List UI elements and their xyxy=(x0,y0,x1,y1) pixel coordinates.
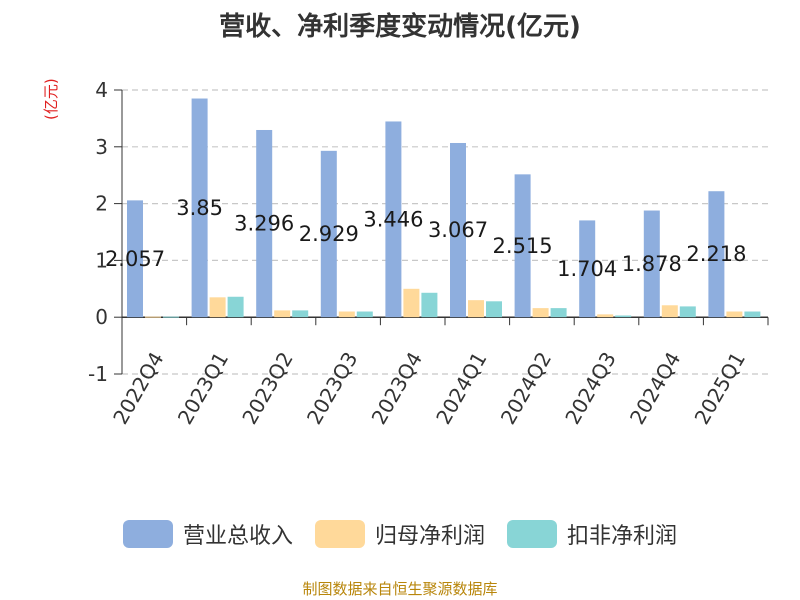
legend-item-deducted-profit[interactable]: 扣非净利润 xyxy=(507,518,677,550)
data-label: 2.515 xyxy=(493,234,553,258)
bar-net-profit xyxy=(209,297,226,318)
bar-deducted-profit xyxy=(356,311,373,318)
data-label: 1.878 xyxy=(622,252,682,276)
legend: 营业总收入 归母净利润 扣非净利润 xyxy=(0,518,800,550)
bar-deducted-profit xyxy=(486,301,502,318)
bar-net-profit xyxy=(338,311,355,318)
bar-deducted-profit xyxy=(421,292,438,318)
data-label: 2.929 xyxy=(299,222,359,246)
data-label: 3.296 xyxy=(234,212,294,236)
bar-revenue xyxy=(385,121,402,318)
bar-deducted-profit xyxy=(679,306,696,318)
data-source-note: 制图数据来自恒生聚源数据库 xyxy=(302,580,498,598)
legend-swatch-revenue xyxy=(122,520,173,548)
bar-revenue xyxy=(256,129,273,318)
bar-deducted-profit xyxy=(163,316,179,318)
data-label: 3.85 xyxy=(176,196,223,220)
x-tick-label: 2023Q1 xyxy=(173,348,233,429)
bar-net-profit xyxy=(532,308,549,318)
x-tick-label: 2025Q1 xyxy=(690,348,750,429)
legend-label-net-profit: 归母净利润 xyxy=(374,524,485,549)
legend-swatch-deducted-profit xyxy=(507,520,557,548)
y-tick-label: 1 xyxy=(95,248,108,272)
data-label: 3.446 xyxy=(363,207,423,231)
bar-net-profit xyxy=(403,288,420,318)
bar-deducted-profit xyxy=(227,296,244,318)
x-tick-label: 2022Q4 xyxy=(108,348,168,429)
y-tick-label: 0 xyxy=(95,305,108,329)
chart-title: 营收、净利季度变动情况(亿元) xyxy=(219,12,581,42)
data-label: 2.218 xyxy=(686,242,746,266)
data-label: 3.067 xyxy=(428,218,488,242)
bar-revenue xyxy=(450,142,466,318)
bar-deducted-profit xyxy=(292,310,309,318)
bar-deducted-profit xyxy=(615,315,632,318)
bar-revenue xyxy=(708,191,725,318)
bar-net-profit xyxy=(145,316,161,318)
legend-item-net-profit[interactable]: 归母净利润 xyxy=(314,518,485,550)
bar-revenue xyxy=(320,150,337,318)
x-tick-label: 2023Q4 xyxy=(367,348,427,429)
bar-net-profit xyxy=(661,305,678,318)
bar-revenue xyxy=(191,98,208,318)
y-tick-label: 4 xyxy=(95,78,108,102)
y-tick-label: 3 xyxy=(95,135,108,159)
bar-revenue xyxy=(579,220,596,318)
bar-revenue xyxy=(127,200,143,318)
bar-net-profit xyxy=(274,310,291,318)
x-tick-label: 2024Q3 xyxy=(560,348,620,429)
x-tick-label: 2023Q3 xyxy=(302,348,362,429)
bar-revenue xyxy=(643,210,660,318)
bar-net-profit xyxy=(468,300,484,318)
legend-label-deducted-profit: 扣非净利润 xyxy=(567,524,678,549)
legend-swatch-net-profit xyxy=(314,520,365,548)
y-tick-label: -1 xyxy=(88,362,108,386)
x-tick-label: 2024Q2 xyxy=(496,348,556,429)
bar-net-profit xyxy=(597,314,614,318)
data-label: 2.057 xyxy=(105,247,165,271)
bar-deducted-profit xyxy=(744,311,761,318)
bar-deducted-profit xyxy=(550,308,567,318)
x-tick-label: 2023Q2 xyxy=(237,348,297,429)
x-tick-label: 2024Q4 xyxy=(625,348,685,429)
legend-item-revenue[interactable]: 营业总收入 xyxy=(122,518,293,550)
x-tick-label: 2024Q1 xyxy=(431,348,491,429)
data-label: 1.704 xyxy=(557,257,617,281)
legend-label-revenue: 营业总收入 xyxy=(182,524,293,549)
bar-revenue xyxy=(514,174,531,318)
y-tick-label: 2 xyxy=(95,192,108,216)
bar-net-profit xyxy=(726,311,743,318)
